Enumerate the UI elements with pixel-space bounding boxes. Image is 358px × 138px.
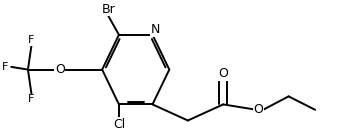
Text: F: F [28,35,35,45]
Text: O: O [218,67,228,80]
Text: O: O [55,63,65,76]
Text: N: N [151,23,160,36]
Text: O: O [253,103,263,116]
Text: Cl: Cl [113,118,125,131]
Text: F: F [2,62,8,72]
Text: F: F [28,94,35,104]
Text: Br: Br [101,3,115,16]
